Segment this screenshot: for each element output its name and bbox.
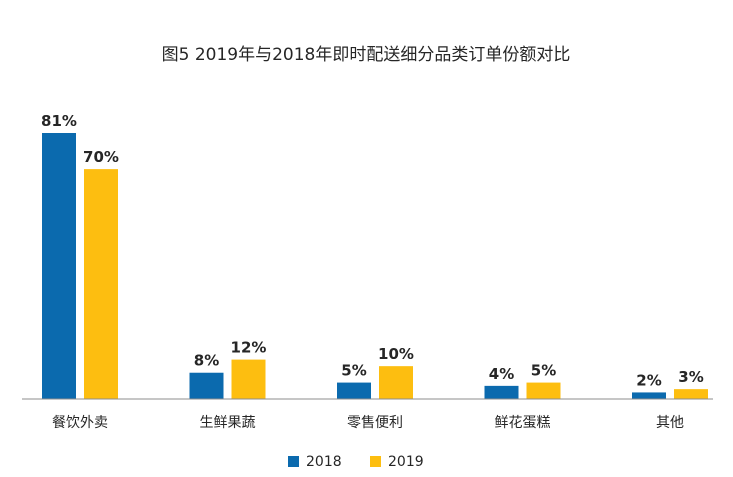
data-label-2018-0: 81% xyxy=(41,112,77,130)
data-label-2018-3: 4% xyxy=(489,365,514,383)
legend-label-2018: 2018 xyxy=(306,454,342,470)
legend: 2018 2019 xyxy=(288,454,424,470)
bar-2018-0 xyxy=(42,133,76,399)
data-label-2018-1: 8% xyxy=(194,352,219,370)
bar-2018-2 xyxy=(337,382,371,399)
bar-2019-0 xyxy=(84,169,118,399)
category-label-0: 餐饮外卖 xyxy=(52,415,108,431)
data-label-2019-2: 10% xyxy=(378,345,414,363)
data-label-2019-3: 5% xyxy=(531,362,556,380)
data-label-2019-1: 12% xyxy=(231,339,267,357)
data-label-2018-2: 5% xyxy=(341,362,366,380)
bar-2018-4 xyxy=(632,392,666,399)
bar-2019-4 xyxy=(674,389,708,399)
legend-swatch-2019 xyxy=(370,456,381,467)
bar-2018-3 xyxy=(484,385,519,399)
category-label-2: 零售便利 xyxy=(347,415,403,431)
chart-title: 图5 2019年与2018年即时配送细分品类订单份额对比 xyxy=(162,45,571,65)
bar-2018-1 xyxy=(189,372,224,399)
bars-layer xyxy=(42,133,708,399)
data-label-2019-4: 3% xyxy=(678,368,703,386)
bar-2019-3 xyxy=(526,382,561,399)
legend-swatch-2018 xyxy=(288,456,299,467)
data-label-2018-4: 2% xyxy=(636,371,661,389)
category-label-3: 鲜花蛋糕 xyxy=(495,415,551,431)
category-labels: 餐饮外卖 生鲜果蔬 零售便利 鲜花蛋糕 其他 xyxy=(52,415,684,431)
bar-2019-2 xyxy=(379,366,413,399)
bar-2019-1 xyxy=(231,359,266,399)
legend-label-2019: 2019 xyxy=(388,454,424,470)
data-label-2019-0: 70% xyxy=(83,148,119,166)
category-label-1: 生鲜果蔬 xyxy=(200,415,256,431)
category-label-4: 其他 xyxy=(656,415,684,431)
labels-layer: 81% 70% 8% 12% 5% 10% 4% 5% 2% 3% xyxy=(41,112,704,389)
